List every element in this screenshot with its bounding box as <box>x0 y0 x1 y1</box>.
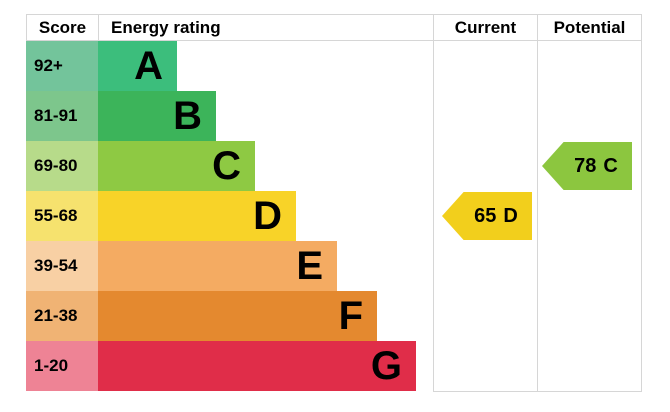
band-row-f: 21-38 F <box>26 291 446 341</box>
header-energy-rating: Energy rating <box>98 14 433 41</box>
current-column <box>433 41 537 392</box>
band-row-g: 1-20 G <box>26 341 446 391</box>
band-bar-c: C <box>98 141 255 191</box>
score-range-e: 39-54 <box>26 241 98 291</box>
band-row-c: 69-80 C <box>26 141 446 191</box>
band-bar-a: A <box>98 41 177 91</box>
score-range-f: 21-38 <box>26 291 98 341</box>
band-bar-d: D <box>98 191 296 241</box>
band-row-a: 92+ A <box>26 41 446 91</box>
potential-rating-band: C <box>603 154 618 177</box>
header-score: Score <box>26 14 98 41</box>
score-range-a: 92+ <box>26 41 98 91</box>
score-range-g: 1-20 <box>26 341 98 391</box>
potential-column <box>537 41 642 392</box>
header-potential: Potential <box>537 14 642 41</box>
header-current: Current <box>433 14 537 41</box>
current-rating-value: 65 <box>474 204 497 227</box>
band-bar-g: G <box>98 341 416 391</box>
score-range-c: 69-80 <box>26 141 98 191</box>
band-bar-f: F <box>98 291 377 341</box>
band-bar-e: E <box>98 241 337 291</box>
band-bar-b: B <box>98 91 216 141</box>
band-row-b: 81-91 B <box>26 91 446 141</box>
band-row-e: 39-54 E <box>26 241 446 291</box>
score-range-d: 55-68 <box>26 191 98 241</box>
potential-rating-arrow: 78 C <box>542 142 632 190</box>
current-rating-arrow: 65 D <box>442 192 532 240</box>
score-range-b: 81-91 <box>26 91 98 141</box>
current-rating-band: D <box>503 204 518 227</box>
potential-rating-value: 78 <box>574 154 597 177</box>
band-row-d: 55-68 D <box>26 191 446 241</box>
